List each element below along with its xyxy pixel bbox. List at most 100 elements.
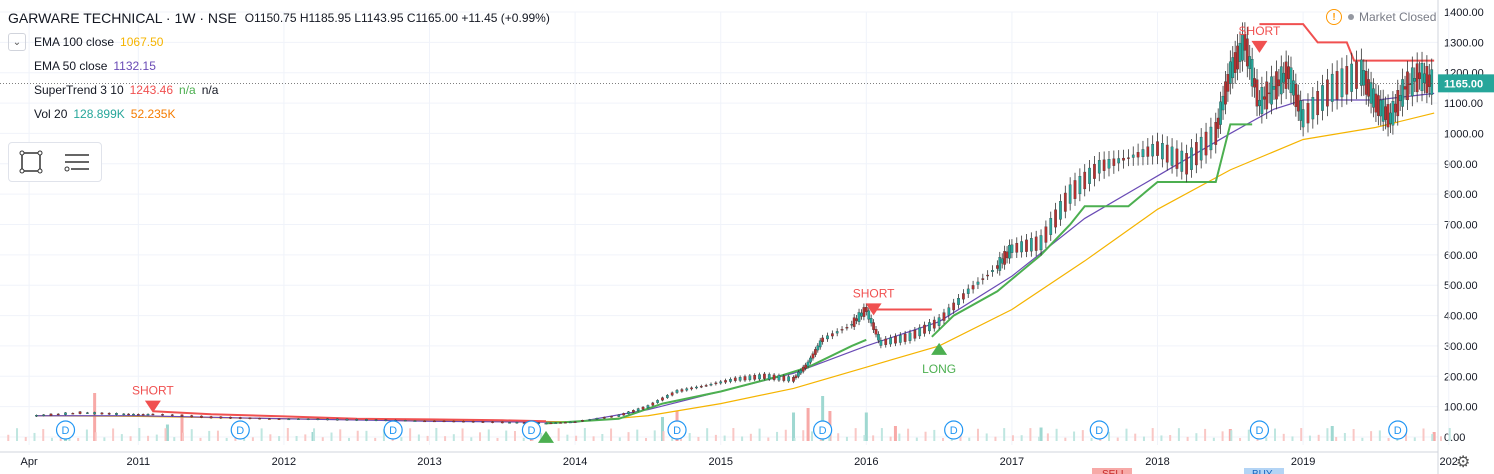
volume-bar bbox=[592, 436, 595, 441]
short-signal-marker bbox=[144, 400, 161, 413]
candle-body bbox=[695, 386, 698, 389]
volume-bar bbox=[1378, 430, 1381, 441]
volume-bar bbox=[557, 428, 560, 441]
volume-bar bbox=[1239, 437, 1242, 441]
candle-body bbox=[1228, 61, 1232, 84]
candle-body bbox=[268, 418, 271, 420]
candle-body bbox=[1219, 101, 1222, 125]
volume-bar bbox=[697, 436, 700, 441]
x-tick-label: 2018 bbox=[1145, 456, 1169, 468]
candle-body bbox=[1265, 81, 1269, 110]
candle-body bbox=[610, 416, 613, 418]
candle-body bbox=[1374, 93, 1378, 113]
x-tick-label: 2016 bbox=[854, 456, 878, 468]
list-icon[interactable] bbox=[63, 150, 91, 174]
candle-body bbox=[335, 418, 339, 421]
candle-body bbox=[1078, 176, 1082, 195]
candle-body bbox=[1413, 78, 1417, 82]
dividend-marker-icon bbox=[230, 420, 250, 440]
y-tick-label: 1000.00 bbox=[1444, 128, 1484, 140]
chevron-down-icon[interactable]: ⌄ bbox=[8, 33, 26, 51]
candle-body bbox=[93, 412, 96, 415]
candle-body bbox=[127, 413, 130, 416]
y-tick-label: 0.00 bbox=[1444, 432, 1465, 444]
volume-bar bbox=[924, 431, 927, 441]
candle-body bbox=[806, 361, 810, 367]
candle-body bbox=[573, 421, 577, 423]
candle-body bbox=[738, 377, 742, 381]
candle-body bbox=[1093, 163, 1096, 179]
volume-bar bbox=[893, 426, 897, 441]
sell-badge bbox=[1092, 468, 1132, 474]
volume-bar bbox=[216, 430, 219, 441]
candle-body bbox=[1136, 152, 1140, 158]
volume-bar bbox=[339, 429, 342, 441]
volume-bar bbox=[120, 434, 123, 441]
volume-bar bbox=[1387, 437, 1390, 441]
ema100-label[interactable]: EMA 100 close bbox=[34, 35, 115, 49]
candle-body bbox=[1330, 73, 1334, 102]
volume-bar bbox=[968, 437, 971, 441]
symbol-title[interactable]: GARWARE TECHNICAL · 1W · NSE bbox=[8, 10, 237, 26]
candle-body bbox=[1231, 57, 1235, 79]
candle-body bbox=[42, 414, 46, 416]
volume-bar bbox=[1125, 428, 1128, 441]
candle-body bbox=[1131, 154, 1135, 158]
candle-body bbox=[821, 337, 824, 342]
candle-body bbox=[287, 418, 291, 421]
candle-body bbox=[1270, 76, 1273, 105]
volume-bar bbox=[1038, 436, 1041, 441]
candle-body bbox=[1272, 86, 1276, 90]
volume-bar bbox=[129, 436, 132, 441]
volume-bar bbox=[313, 428, 316, 441]
candle-body bbox=[1384, 106, 1387, 120]
volume-bar bbox=[732, 428, 735, 441]
volume-bar bbox=[1352, 429, 1355, 441]
candle-body bbox=[326, 418, 329, 421]
x-tick-label: 2015 bbox=[708, 456, 732, 468]
candle-body bbox=[515, 422, 519, 424]
candle-body bbox=[976, 281, 980, 285]
candle-body bbox=[753, 375, 757, 380]
volume-bar bbox=[1308, 435, 1311, 441]
candle-body bbox=[670, 392, 674, 396]
volume-bar bbox=[1177, 428, 1180, 441]
y-tick-label: 900.00 bbox=[1444, 159, 1478, 171]
candle-body bbox=[500, 421, 504, 424]
volume-bar bbox=[1413, 437, 1416, 441]
volume-bar bbox=[479, 432, 482, 441]
long-signal-marker bbox=[931, 342, 948, 355]
ema50-label[interactable]: EMA 50 close bbox=[34, 59, 108, 73]
volume-bar bbox=[880, 428, 883, 441]
candle-body bbox=[1015, 242, 1019, 253]
volume-bar bbox=[802, 430, 805, 441]
candle-body bbox=[1209, 126, 1213, 151]
volume-bar bbox=[1282, 433, 1285, 441]
volume-bar bbox=[985, 433, 988, 441]
candle-body bbox=[146, 413, 150, 416]
candle-body bbox=[1063, 192, 1067, 212]
volume-bar bbox=[522, 437, 525, 441]
candle-body bbox=[971, 285, 975, 290]
supertrend-label[interactable]: SuperTrend 3 10 bbox=[34, 83, 124, 97]
candle-body bbox=[733, 377, 737, 381]
candle-body bbox=[857, 312, 861, 322]
volume-bar bbox=[837, 433, 840, 441]
volume-bar bbox=[889, 436, 892, 441]
rectangle-icon[interactable] bbox=[19, 150, 43, 174]
volume-bar bbox=[7, 434, 10, 441]
candle-body bbox=[1005, 251, 1009, 259]
candle-body bbox=[661, 397, 664, 401]
candle-body bbox=[913, 330, 917, 339]
supertrend-value-2: n/a bbox=[179, 83, 196, 97]
gear-icon[interactable]: ⚙ bbox=[1456, 454, 1471, 471]
candle-body bbox=[814, 349, 817, 355]
volume-bar bbox=[85, 429, 88, 441]
x-tick-label: 2012 bbox=[272, 456, 296, 468]
vol-label[interactable]: Vol 20 bbox=[34, 107, 68, 121]
candle-body bbox=[1102, 159, 1106, 171]
candle-body bbox=[161, 414, 164, 416]
candle-body bbox=[1073, 180, 1077, 199]
market-status[interactable]: ! Market Closed bbox=[1326, 9, 1436, 25]
